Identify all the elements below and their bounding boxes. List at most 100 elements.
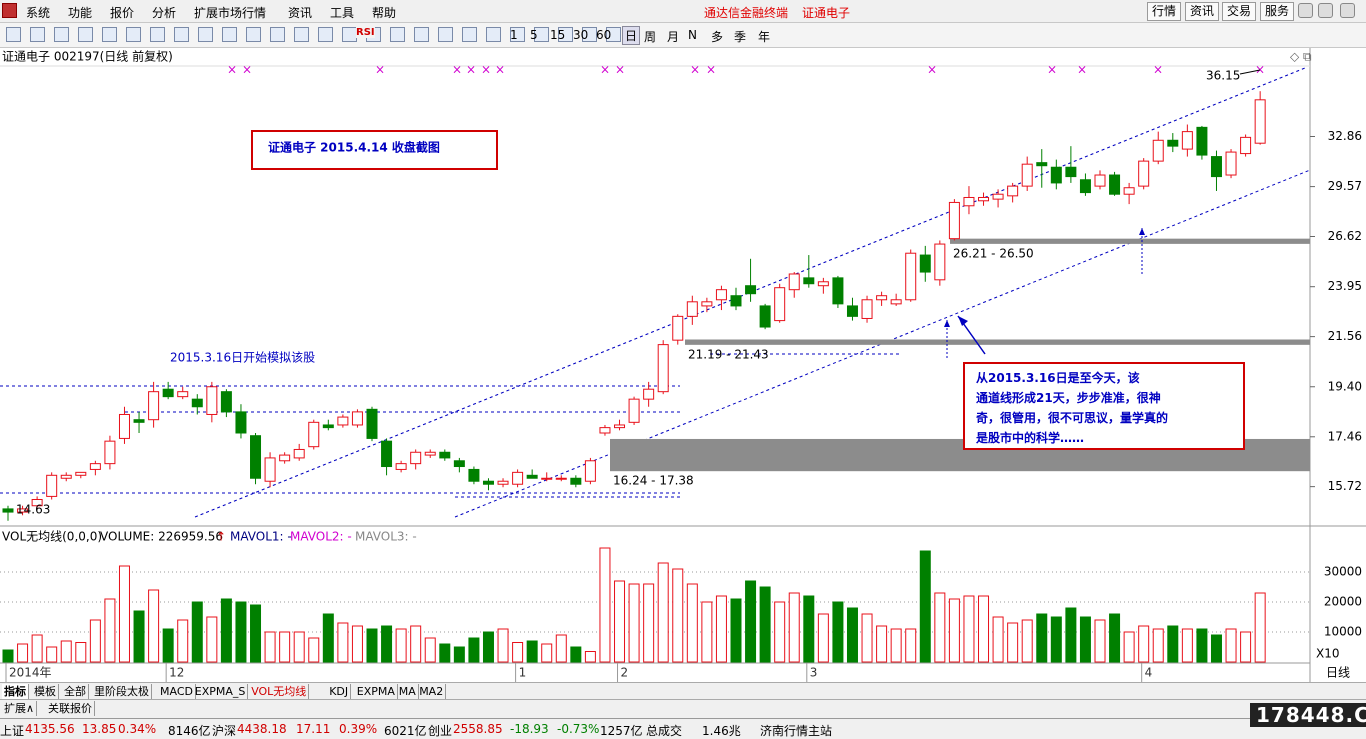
period-button[interactable]: 5 xyxy=(530,28,538,42)
marker: × xyxy=(495,63,505,77)
gap-label: 16.24 - 17.38 xyxy=(613,474,694,488)
tool-icon[interactable] xyxy=(6,27,21,42)
gap-label: 26.21 - 26.50 xyxy=(953,246,1034,260)
tool-icon[interactable] xyxy=(342,27,357,42)
tab[interactable]: MA2 xyxy=(417,684,447,699)
window-button[interactable] xyxy=(1318,3,1333,18)
candle-body xyxy=(876,295,888,301)
chart: 证通电子 002197(日线 前复权) ◇ ⧉ 15.72 17.46 19.40 21.… xyxy=(0,48,1366,682)
tab[interactable]: 里阶段太极 xyxy=(92,684,152,699)
tool-icon[interactable] xyxy=(486,27,501,42)
candle-body xyxy=(497,480,509,485)
period-button[interactable]: 1 xyxy=(510,28,518,42)
tool-icon[interactable] xyxy=(582,27,597,42)
tool-icon[interactable] xyxy=(78,27,93,42)
period-button[interactable]: N xyxy=(688,28,697,42)
menu-item[interactable]: 功能 xyxy=(68,6,93,20)
volume-bar xyxy=(876,625,888,663)
menu-button[interactable]: 服务 xyxy=(1260,2,1295,21)
volume-bar xyxy=(512,642,524,663)
marker: × xyxy=(481,63,491,77)
x-tick-label: 12 xyxy=(169,666,184,680)
tool-icon[interactable] xyxy=(390,27,405,42)
note-box xyxy=(251,130,498,170)
period-button[interactable]: 60 xyxy=(596,28,612,42)
tab[interactable]: EXPMA xyxy=(355,684,398,699)
tab[interactable]: MA xyxy=(397,684,419,699)
tool-icon[interactable] xyxy=(294,27,309,42)
tab[interactable]: KDJ xyxy=(327,684,352,699)
tool-icon[interactable] xyxy=(198,27,213,42)
tool-icon[interactable] xyxy=(534,27,549,42)
marker: × xyxy=(452,63,462,77)
period-button[interactable]: 15 xyxy=(550,28,566,42)
ext-tab[interactable]: 扩展∧ xyxy=(2,701,38,716)
ext-tab[interactable]: 关联报价 xyxy=(46,701,95,716)
x-tick-label: 4 xyxy=(1145,666,1153,680)
tool-icon[interactable] xyxy=(438,27,453,42)
candle-body xyxy=(60,474,72,479)
menu-item[interactable]: 扩展市场行情 xyxy=(194,6,267,20)
tab[interactable]: EXPMA_S xyxy=(193,684,249,699)
tool-rsi[interactable]: RSI xyxy=(356,27,375,38)
tool-icon[interactable] xyxy=(102,27,117,42)
tab[interactable]: 全部 xyxy=(62,684,89,699)
tool-icon[interactable] xyxy=(318,27,333,42)
tool-icon[interactable] xyxy=(174,27,189,42)
tab[interactable]: 模板 xyxy=(32,684,59,699)
tool-icon[interactable] xyxy=(510,27,525,42)
volume-bar xyxy=(395,628,407,663)
tool-icon[interactable] xyxy=(222,27,237,42)
gap-zone xyxy=(950,238,1310,244)
candle-body xyxy=(1196,126,1208,156)
tab[interactable]: MACD xyxy=(158,684,196,699)
period-button[interactable]: 月 xyxy=(667,30,680,44)
candle-body xyxy=(1079,179,1091,194)
candle-body xyxy=(715,289,727,301)
status-item: 上证 xyxy=(0,724,25,738)
window-button[interactable] xyxy=(1340,3,1355,18)
menu-item[interactable]: 系统 xyxy=(26,6,51,20)
candle-body xyxy=(774,287,786,322)
volume-bar xyxy=(745,580,757,663)
volume-bar xyxy=(1210,634,1222,663)
volume-bar xyxy=(934,592,946,663)
period-button[interactable]: 多 xyxy=(711,30,724,44)
tool-icon[interactable] xyxy=(606,27,621,42)
candle-body xyxy=(322,424,334,429)
window-button[interactable] xyxy=(1298,3,1313,18)
menu-button[interactable]: 行情 xyxy=(1147,2,1182,21)
gap-zone xyxy=(685,339,1310,345)
tool-icon[interactable] xyxy=(126,27,141,42)
marker: × xyxy=(706,63,716,77)
candle-body xyxy=(701,301,713,307)
tool-icon[interactable] xyxy=(150,27,165,42)
tool-icon[interactable] xyxy=(30,27,45,42)
tool-icon[interactable] xyxy=(246,27,261,42)
tab[interactable]: VOL无均线 xyxy=(249,684,310,699)
tool-icon[interactable] xyxy=(414,27,429,42)
menu-item[interactable]: 工具 xyxy=(330,6,355,20)
menu-item[interactable]: 分析 xyxy=(152,6,177,20)
menu-item[interactable]: 报价 xyxy=(110,6,135,20)
vol-tick-label: 10000 xyxy=(1324,625,1362,639)
period-button[interactable]: 周 xyxy=(644,30,657,44)
period-button[interactable]: 年 xyxy=(758,30,771,44)
volume-bar xyxy=(919,550,931,663)
status-item: 4135.56 xyxy=(25,722,75,736)
tool-icon[interactable] xyxy=(462,27,477,42)
menu-button[interactable]: 资讯 xyxy=(1185,2,1220,21)
tab[interactable]: 指标 xyxy=(2,684,29,699)
menu-item[interactable]: 资讯 xyxy=(288,6,313,20)
menu-button[interactable]: 交易 xyxy=(1222,2,1257,21)
menu-item[interactable]: 帮助 xyxy=(372,6,397,20)
volume-bar xyxy=(31,634,43,663)
period-button[interactable]: 季 xyxy=(734,30,747,44)
period-button[interactable]: 日 xyxy=(622,26,641,45)
tool-icon[interactable] xyxy=(558,27,573,42)
tool-icon[interactable] xyxy=(270,27,285,42)
tool-icon[interactable] xyxy=(54,27,69,42)
volume-bar xyxy=(366,628,378,663)
volume-bar xyxy=(526,640,538,663)
period-button[interactable]: 30 xyxy=(573,28,589,42)
